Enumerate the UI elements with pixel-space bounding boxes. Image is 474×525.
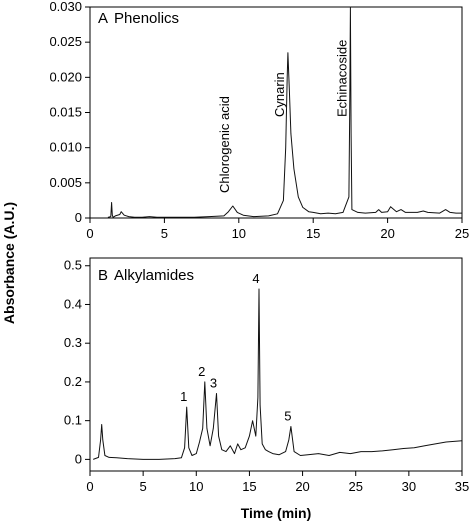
- panel-a-y-tick-label: 0: [75, 210, 82, 225]
- panel-a-y-tick-label: 0.030: [49, 0, 82, 14]
- panel-a-y-tick-label: 0.025: [49, 34, 82, 49]
- panel-a-x-tick-label: 25: [455, 226, 469, 241]
- panel-a-ticks: 0 5 10 15 20 25 0 0.005 0.010 0.015 0.020 0.025 0.03…: [49, 0, 469, 241]
- panel-b-peak-label: 1: [180, 389, 187, 404]
- panel-b-x-tick-label: 0: [86, 479, 93, 494]
- panel-b-y-tick-label: 0.5: [64, 258, 82, 273]
- panel-b-x-tick-label: 25: [348, 479, 362, 494]
- panel-a-y-tick-label: 0.015: [49, 105, 82, 120]
- panel-a-peak-label: Cynarin: [272, 72, 287, 117]
- panel-a-peak-label: Chlorogenic acid: [217, 96, 232, 193]
- panel-b-y-tick-label: 0: [75, 451, 82, 466]
- panel-b-y-tick-label: 0.4: [64, 296, 82, 311]
- panel-b-alkylamides: B Alkylamides 0 5 10 15 20 25 30 3500.10.20.30.…: [64, 257, 469, 494]
- panel-b-x-tick-label: 15: [242, 479, 256, 494]
- panel-a-x-tick-label: 10: [232, 226, 246, 241]
- panel-a-letter: A: [98, 10, 108, 27]
- panel-b-peak-label: 3: [210, 376, 217, 391]
- panel-b-x-tick-label: 20: [295, 479, 309, 494]
- panel-b-x-tick-label: 10: [189, 479, 203, 494]
- panel-b-frame: [89, 257, 463, 472]
- panel-a-title: Phenolics: [114, 10, 179, 27]
- panel-a-x-tick-label: 15: [306, 226, 320, 241]
- panel-b-peak-label: 4: [252, 271, 259, 286]
- panel-a-y-tick-label: 0.005: [49, 175, 82, 190]
- panel-a-x-tick-label: 20: [380, 226, 394, 241]
- panel-b-annotations: 123 4 5: [180, 271, 291, 423]
- panel-b-title: Alkylamides: [114, 267, 194, 284]
- panel-b-peak-label: 5: [284, 408, 291, 423]
- panel-b-x-tick-label: 30: [402, 479, 416, 494]
- panel-b-peak-label: 2: [198, 364, 205, 379]
- panel-b-y-tick-label: 0.1: [64, 413, 82, 428]
- panel-a-trace: [107, 6, 462, 218]
- panel-b-y-tick-label: 0.2: [64, 374, 82, 389]
- panel-a-y-tick-label: 0.020: [49, 69, 82, 84]
- panel-a-phenolics: A Phenolics 0 5 10 15 20 25 0 0.005 0.010 0.015 0.…: [49, 0, 469, 241]
- panel-b-letter: B: [98, 267, 108, 284]
- x-axis-title: Time (min): [241, 505, 312, 521]
- panel-a-peak-label: Echinacoside: [334, 40, 349, 117]
- panel-a-annotations: Chlorogenic acid Cynarin Echinacoside: [217, 40, 350, 193]
- y-axis-title: Absorbance (A.U.): [1, 202, 17, 324]
- panel-a-x-tick-label: 0: [86, 226, 93, 241]
- panel-b-x-tick-label: 35: [455, 479, 469, 494]
- panel-a-y-tick-label: 0.010: [49, 140, 82, 155]
- panel-b-trace: [93, 288, 463, 460]
- panel-a-x-tick-label: 5: [161, 226, 168, 241]
- panel-b-y-tick-label: 0.3: [64, 335, 82, 350]
- panel-b-x-tick-label: 5: [140, 479, 147, 494]
